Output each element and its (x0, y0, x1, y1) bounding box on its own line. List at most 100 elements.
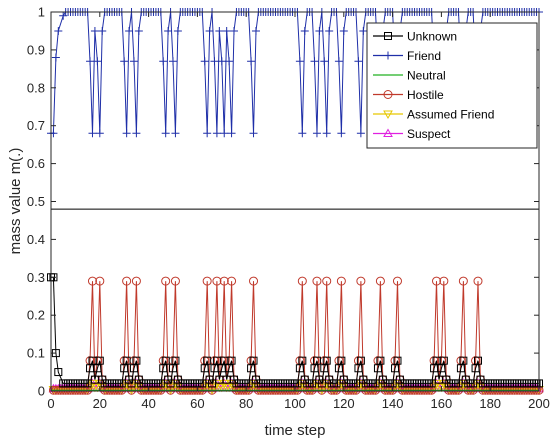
data-point-unknown (171, 356, 180, 365)
data-point-unknown (227, 356, 236, 365)
data-point-friend (217, 57, 226, 66)
data-point-friend (320, 57, 329, 66)
x-tick-label: 100 (284, 396, 306, 411)
data-point-hostile (375, 276, 385, 286)
data-point-friend (93, 57, 102, 66)
x-tick-label: 160 (431, 396, 453, 411)
data-point-hostile (473, 276, 483, 286)
data-point-friend (212, 129, 221, 138)
x-tick-label: 180 (479, 396, 501, 411)
legend-label-suspect: Suspect (407, 127, 451, 141)
data-point-friend (354, 57, 363, 66)
data-point-friend (315, 26, 324, 35)
data-point-unknown (337, 356, 346, 365)
data-point-unknown (203, 356, 212, 365)
data-point-friend (300, 26, 309, 35)
data-point-friend (134, 26, 143, 35)
data-point-unknown (474, 356, 482, 365)
data-point-unknown (120, 364, 129, 373)
legend-entry-suspect: Suspect (373, 127, 451, 141)
data-point-unknown (391, 364, 400, 373)
data-point-unknown (249, 356, 258, 365)
data-point-friend (230, 26, 238, 35)
data-point-friend (173, 26, 182, 35)
data-point-hostile (336, 276, 346, 286)
legend-entry-assumed-friend: Assumed Friend (373, 108, 494, 122)
data-point-hostile (161, 276, 171, 286)
y-tick-label: 0.9 (27, 42, 45, 57)
y-tick-label: 0.3 (27, 270, 45, 285)
data-point-friend (51, 53, 60, 62)
data-point-hostile (212, 276, 222, 286)
data-point-friend (337, 129, 346, 138)
data-point-friend (215, 26, 224, 35)
data-point-friend (125, 26, 134, 35)
y-tick-label: 0 (38, 384, 45, 399)
legend-entry-unknown: Unknown (373, 30, 457, 44)
data-point-friend (88, 129, 97, 138)
legend-marker-suspect (383, 128, 393, 137)
data-point-unknown (159, 364, 168, 373)
data-point-unknown (132, 356, 141, 365)
data-point-friend (210, 57, 219, 66)
data-point-friend (95, 129, 104, 138)
data-point-unknown (376, 356, 385, 365)
data-point-friend (98, 26, 107, 35)
data-point-friend (164, 26, 173, 35)
legend-label-assumed-friend: Assumed Friend (407, 108, 494, 122)
y-tick-label: 0.4 (27, 232, 45, 247)
data-point-friend (200, 57, 209, 66)
data-point-friend (251, 26, 260, 35)
data-point-hostile (439, 276, 449, 286)
data-point-hostile (219, 276, 229, 286)
data-point-unknown (437, 364, 446, 373)
data-point-friend (322, 129, 331, 138)
x-tick-label: 80 (239, 396, 253, 411)
data-point-unknown (373, 364, 382, 373)
legend-entry-friend: Friend (373, 49, 441, 63)
data-point-unknown (200, 364, 209, 373)
data-point-unknown (54, 368, 63, 377)
data-point-hostile (356, 276, 366, 286)
legend-box (366, 22, 538, 149)
data-point-friend (249, 129, 258, 138)
data-point-assumed-friend (224, 383, 234, 393)
data-point-unknown (393, 356, 402, 365)
x-tick-label: 60 (190, 396, 204, 411)
data-point-unknown (169, 364, 177, 373)
data-point-unknown (161, 356, 170, 365)
x-tick-label: 40 (141, 396, 155, 411)
data-point-unknown (439, 356, 448, 365)
data-point-friend (298, 129, 307, 138)
y-axis-label: mass value m(.) (7, 148, 24, 255)
y-tick-label: 0.1 (27, 346, 45, 361)
x-tick-label: 0 (47, 396, 54, 411)
data-point-friend (90, 26, 99, 35)
data-point-friend (169, 57, 177, 66)
data-point-friend (312, 129, 321, 138)
x-tick-label: 200 (528, 396, 550, 411)
data-point-unknown (310, 364, 319, 373)
x-axis-label: time step (265, 422, 326, 439)
data-point-assumed-friend (436, 383, 447, 393)
legend-label-friend: Friend (407, 49, 441, 63)
data-point-hostile (458, 276, 468, 286)
data-point-friend (247, 57, 256, 66)
data-point-friend (129, 57, 138, 66)
legend-entry-hostile: Hostile (373, 88, 444, 102)
data-point-unknown (322, 356, 331, 365)
data-point-friend (203, 129, 212, 138)
data-point-friend (205, 26, 214, 35)
y-tick-label: 0.6 (27, 156, 45, 171)
data-point-friend (339, 26, 348, 35)
data-point-hostile (297, 276, 307, 286)
data-point-unknown (122, 356, 131, 365)
data-point-friend (325, 26, 334, 35)
data-point-unknown (129, 364, 138, 373)
data-point-hostile (122, 276, 132, 286)
data-point-friend (171, 129, 180, 138)
y-tick-label: 0.5 (27, 194, 45, 209)
legend-marker-friend (384, 51, 392, 60)
data-point-unknown (93, 364, 102, 373)
